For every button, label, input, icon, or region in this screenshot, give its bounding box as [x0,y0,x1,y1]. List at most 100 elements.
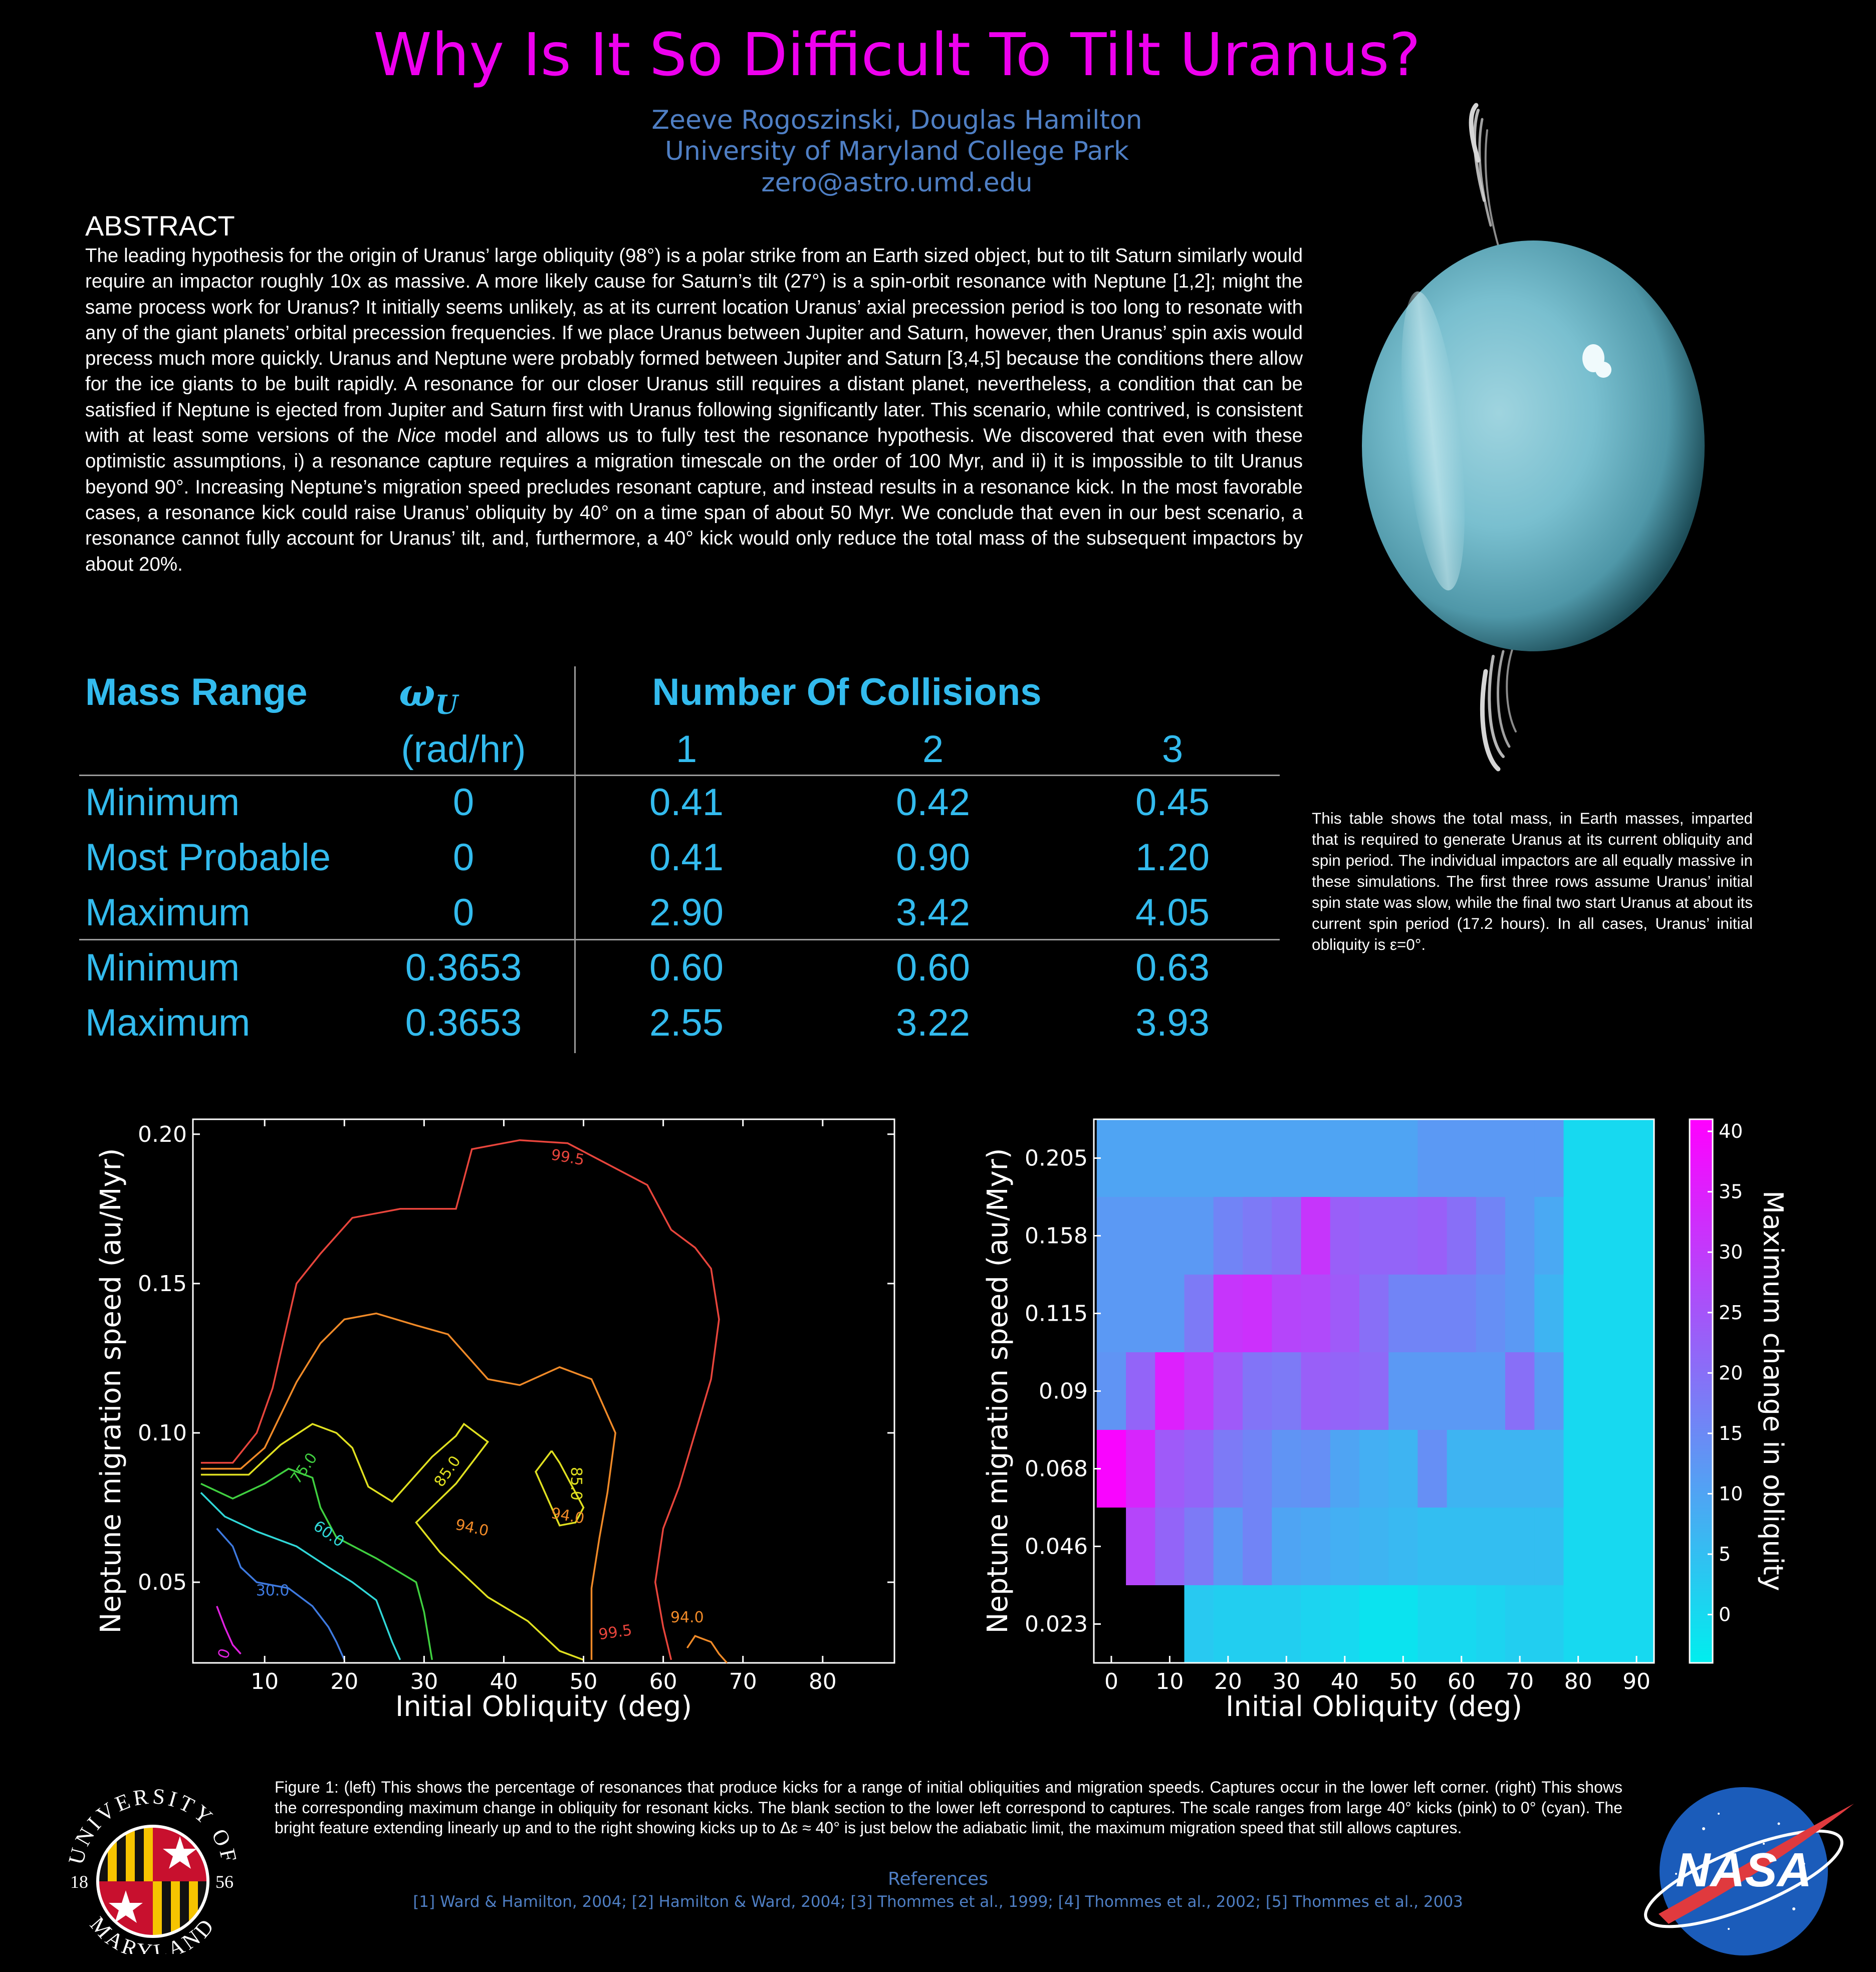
colorbar-tick-label: 0 [1719,1604,1731,1626]
heatmap-cell [1272,1275,1301,1353]
heatmap-cell [1184,1508,1214,1586]
heatmap-cell [1388,1119,1418,1197]
heatmap-cell [1155,1430,1185,1508]
umd-year-right: 56 [215,1872,233,1892]
poster-title: Why Is It So Difficult To Tilt Uranus? [373,20,1421,89]
heatmap-cell [1243,1352,1272,1430]
heatmap-plot: 0 10 20 30 40 50 60 70 80 900.2050.1580.1150.090.… [982,1118,1789,1723]
colorbar-tick-label: 5 [1719,1543,1731,1565]
heatmap-cell [1621,1430,1652,1508]
table-cell-collision-3: 0.45 [1135,781,1210,824]
x-tick-label: 40 [1331,1669,1359,1694]
heatmap-cell [1505,1275,1535,1353]
heatmap-cell [1563,1119,1593,1197]
heatmap-cell [1505,1508,1535,1586]
x-tick-label: 10 [1155,1669,1184,1694]
figure-caption: Figure 1: (left) This shows the percenta… [275,1778,1622,1837]
heatmap-cell [1243,1119,1272,1197]
table-cell-collision-1: 0.41 [649,781,724,824]
table-row-divider [79,939,1280,940]
heatmap-cell [1651,1119,1655,1197]
heatmap-cell [1096,1275,1126,1353]
colorbar-tick-label: 30 [1719,1241,1743,1263]
table-cell-collision-1: 0.41 [649,836,724,879]
heatmap-cell [1592,1119,1622,1197]
heatmap-cell [1096,1430,1126,1508]
heatmap-cell [1563,1508,1593,1586]
y-tick-label: 0.05 [138,1570,187,1595]
heatmap-cell [1592,1430,1622,1508]
x-tick-label: 30 [1272,1669,1300,1694]
table-header-collisions: Number Of Collisions [652,671,1042,713]
heatmap-cell [1330,1119,1360,1197]
colorbar-ticks: 40 35 30 25 20 15 10 5 0 [1708,1120,1743,1626]
heatmap-cell [1388,1352,1418,1430]
heatmap-cell [1272,1430,1301,1508]
email: zero@astro.umd.edu [761,168,1033,198]
heatmap-cell [1447,1197,1477,1275]
heatmap-cell [1301,1585,1331,1663]
references-text: [1] Ward & Hamilton, 2004; [2] Hamilton … [413,1893,1463,1911]
contour-line [686,1635,728,1664]
x-tick-label: 80 [809,1669,837,1694]
uranus-image [1362,103,1705,772]
heatmap-cell [1359,1585,1389,1663]
heatmap-cell [1272,1352,1301,1430]
heatmap-cell [1651,1275,1655,1353]
y-tick-label: 0.023 [1025,1612,1088,1637]
x-tick-label: 30 [410,1669,438,1694]
contour-line [200,1467,433,1660]
contour-axes: 10 20 30 40 50 60 70 80 0.05 0.10 0.15 0.20 [138,1119,894,1694]
x-tick-label: 70 [729,1669,757,1694]
heatmap-cell [1418,1275,1448,1353]
abstract-text-part1: The leading hypothesis for the origin of… [85,245,1303,447]
y-tick-label: 0.20 [138,1122,187,1147]
heatmap-cell [1213,1197,1243,1275]
heatmap-cell [1651,1197,1655,1275]
heatmap-cell [1155,1119,1185,1197]
heatmap-cell [1418,1508,1448,1586]
heatmap-cell [1388,1430,1418,1508]
table-cell-collision-3: 0.63 [1135,946,1210,989]
heatmap-cell [1476,1508,1506,1586]
table-cell-mass-range: Minimum [85,946,240,989]
table-header-collision-1: 1 [675,728,697,771]
table-cell-collision-2: 0.90 [896,836,970,879]
table-cell-mass-range: Most Probable [85,836,331,879]
heatmap-cell [1155,1197,1185,1275]
heatmap-cell [1155,1352,1185,1430]
heatmap-cell [1272,1119,1301,1197]
colorbar-tick-label: 40 [1719,1120,1743,1142]
heatmap-cell [1505,1119,1535,1197]
colorbar-tick-label: 10 [1719,1483,1743,1505]
heatmap-cell [1330,1585,1360,1663]
heatmap-cell [1651,1352,1655,1430]
x-tick-label: 50 [570,1669,598,1694]
heatmap-cell [1213,1119,1243,1197]
heatmap-cell [1126,1430,1155,1508]
table-cell-mass-range: Minimum [85,781,240,824]
heatmap-cell [1651,1585,1655,1663]
table-header-collision-3: 3 [1161,728,1184,771]
table-header-mass-range: Mass Range [85,671,308,713]
abstract-text: The leading hypothesis for the origin of… [85,243,1303,577]
contour-lines [200,1139,728,1664]
heatmap-cell [1563,1585,1593,1663]
contour-plot: 99.594.085.075.060.030.085.094.099.594.0… [95,1118,895,1723]
heatmap-cell [1301,1430,1331,1508]
heatmap-y-label: Neptune migration speed (au/Myr) [982,1148,1014,1634]
heatmap-cell [1096,1119,1126,1197]
heatmap-cell [1272,1197,1301,1275]
contour-level-label: 85.0 [567,1467,585,1501]
heatmap-cell [1096,1508,1126,1586]
heatmap-cell [1330,1430,1360,1508]
nasa-logo: NASA [1644,1787,1854,1955]
omega-symbol: ω [399,670,435,715]
table-cell-omega: 0 [452,891,475,934]
heatmap-cell [1359,1508,1389,1586]
heatmap-cell [1563,1275,1593,1353]
heatmap-cell [1155,1585,1185,1663]
heatmap-cell [1301,1508,1331,1586]
heatmap-cell [1330,1275,1360,1353]
colorbar-tick-label: 35 [1719,1181,1743,1203]
